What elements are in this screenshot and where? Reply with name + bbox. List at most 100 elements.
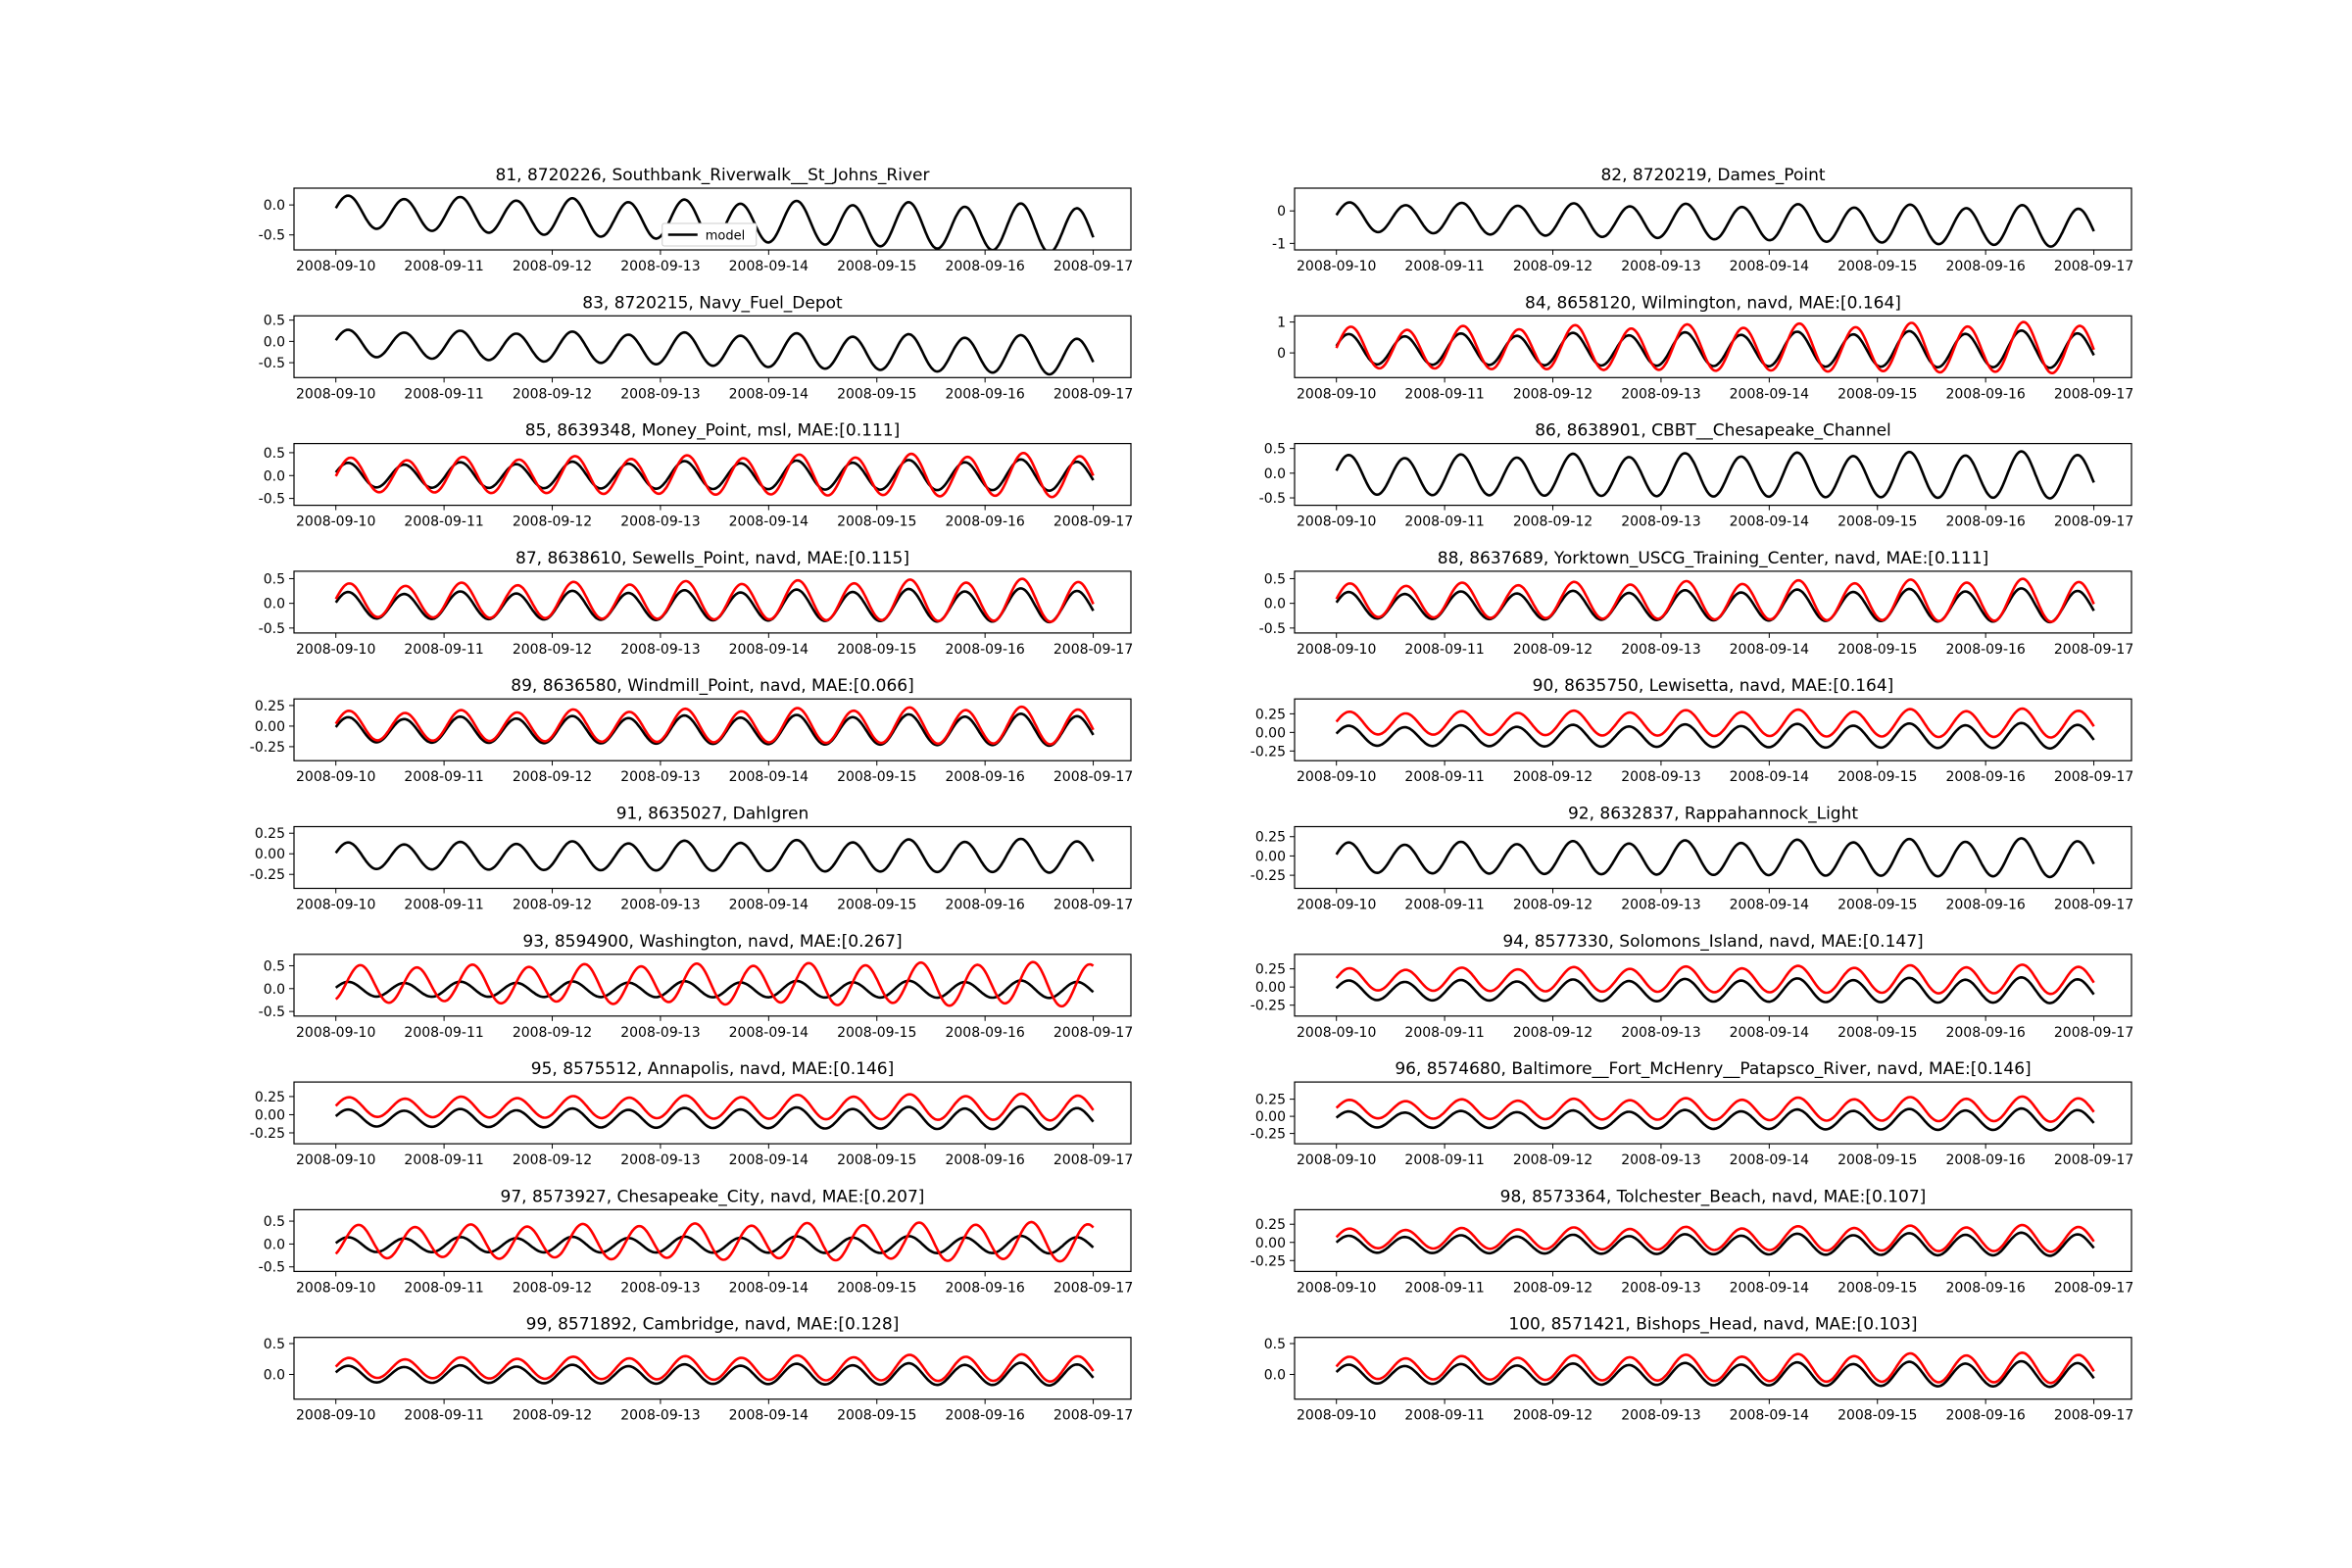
x-tick-label: 2008-09-10 bbox=[296, 898, 375, 913]
legend-label: model bbox=[706, 229, 745, 244]
x-tick-label: 2008-09-13 bbox=[1621, 259, 1700, 274]
subplot-title: 88, 8637689, Yorktown_USCG_Training_Cent… bbox=[1438, 549, 1989, 568]
series-line-model bbox=[334, 458, 1095, 493]
x-tick-label: 2008-09-15 bbox=[1838, 1025, 1917, 1041]
x-tick-label: 2008-09-16 bbox=[945, 1152, 1024, 1168]
x-tick-label: 2008-09-12 bbox=[513, 259, 592, 274]
x-tick-label: 2008-09-13 bbox=[1621, 1152, 1700, 1168]
subplot-title: 94, 8577330, Solomons_Island, navd, MAE:… bbox=[1502, 932, 1923, 952]
axes-frame bbox=[1294, 1081, 2132, 1145]
y-tick-label: -0.5 bbox=[1259, 491, 1286, 507]
x-tick-label: 2008-09-15 bbox=[837, 1025, 916, 1041]
subplot-title: 81, 8720226, Southbank_Riverwalk__St_Joh… bbox=[496, 166, 930, 185]
x-tick-label: 2008-09-12 bbox=[1513, 1408, 1592, 1424]
x-tick-label: 2008-09-10 bbox=[1297, 898, 1376, 913]
series-line-observation bbox=[334, 451, 1095, 499]
y-tick-label: 0.5 bbox=[264, 571, 285, 587]
x-tick-label: 2008-09-13 bbox=[620, 1408, 700, 1424]
x-tick-label: 2008-09-14 bbox=[1730, 259, 1809, 274]
y-tick-label: -0.5 bbox=[1259, 621, 1286, 637]
x-tick-label: 2008-09-11 bbox=[404, 259, 483, 274]
axes-frame bbox=[293, 315, 1132, 378]
subplot-10: 90, 8635750, Lewisetta, navd, MAE:[0.164… bbox=[1250, 676, 2133, 785]
x-tick-label: 2008-09-10 bbox=[1297, 1152, 1376, 1168]
subplot-title: 86, 8638901, CBBT__Chesapeake_Channel bbox=[1535, 421, 1891, 441]
x-tick-label: 2008-09-10 bbox=[296, 1152, 375, 1168]
series-line-observation bbox=[1335, 1223, 2095, 1253]
subplot-11: 91, 8635027, Dahlgren 0.25 0.00 -0.25 2008-0… bbox=[250, 805, 1133, 913]
series-line-observation bbox=[334, 1092, 1095, 1122]
subplot-14: 94, 8577330, Solomons_Island, navd, MAE:… bbox=[1250, 932, 2133, 1041]
x-tick-label: 2008-09-15 bbox=[1838, 386, 1917, 402]
y-tick-label: 0.0 bbox=[264, 1237, 285, 1252]
x-tick-label: 2008-09-11 bbox=[1404, 642, 1484, 658]
subplot-title: 97, 8573927, Chesapeake_City, navd, MAE:… bbox=[501, 1187, 925, 1206]
x-tick-label: 2008-09-15 bbox=[1838, 769, 1917, 785]
x-tick-label: 2008-09-10 bbox=[296, 1280, 375, 1296]
x-tick-label: 2008-09-11 bbox=[404, 514, 483, 530]
x-tick-label: 2008-09-12 bbox=[513, 898, 592, 913]
x-tick-label: 2008-09-13 bbox=[1621, 514, 1700, 530]
y-tick-label: 0 bbox=[1277, 346, 1286, 362]
x-tick-label: 2008-09-10 bbox=[296, 1408, 375, 1424]
series-line-model bbox=[1335, 1231, 2095, 1257]
axes-frame bbox=[1294, 187, 2132, 251]
x-tick-label: 2008-09-16 bbox=[945, 386, 1024, 402]
subplot-title: 87, 8638610, Sewells_Point, navd, MAE:[0… bbox=[515, 549, 909, 568]
x-tick-label: 2008-09-13 bbox=[620, 1280, 700, 1296]
subplot-4: 84, 8658120, Wilmington, navd, MAE:[0.16… bbox=[1277, 293, 2133, 402]
x-tick-label: 2008-09-11 bbox=[1404, 1025, 1484, 1041]
subplot-15: 95, 8575512, Annapolis, navd, MAE:[0.146… bbox=[250, 1059, 1133, 1168]
x-tick-label: 2008-09-10 bbox=[1297, 1408, 1376, 1424]
series-line-model bbox=[1335, 837, 2095, 879]
y-tick-label: -0.5 bbox=[259, 1260, 285, 1276]
x-tick-label: 2008-09-17 bbox=[2054, 259, 2133, 274]
x-tick-label: 2008-09-12 bbox=[1513, 386, 1592, 402]
series-line-model bbox=[334, 711, 1095, 748]
y-tick-label: 0.5 bbox=[264, 1337, 285, 1352]
axes-frame bbox=[1294, 570, 2132, 634]
axes-frame bbox=[1294, 1337, 2132, 1400]
x-tick-label: 2008-09-11 bbox=[1404, 1152, 1484, 1168]
series-line-model bbox=[1335, 721, 2095, 751]
y-tick-label: 0.0 bbox=[264, 982, 285, 998]
x-tick-label: 2008-09-16 bbox=[945, 1025, 1024, 1041]
subplot-20: 100, 8571421, Bishops_Head, navd, MAE:[0… bbox=[1264, 1315, 2134, 1424]
y-tick-label: -0.25 bbox=[1250, 1127, 1286, 1143]
x-tick-label: 2008-09-14 bbox=[729, 514, 808, 530]
subplot-title: 96, 8574680, Baltimore__Fort_McHenry__Pa… bbox=[1395, 1059, 2031, 1079]
series-line-model bbox=[1335, 975, 2095, 1004]
axes-frame bbox=[1294, 1208, 2132, 1273]
x-tick-label: 2008-09-16 bbox=[1945, 769, 2025, 785]
x-tick-label: 2008-09-17 bbox=[1054, 769, 1133, 785]
y-tick-label: -0.25 bbox=[1250, 868, 1286, 884]
x-tick-label: 2008-09-17 bbox=[1054, 386, 1133, 402]
x-tick-label: 2008-09-11 bbox=[1404, 1408, 1484, 1424]
x-tick-label: 2008-09-12 bbox=[1513, 1025, 1592, 1041]
y-tick-label: -0.25 bbox=[1250, 999, 1286, 1014]
x-tick-label: 2008-09-14 bbox=[729, 642, 808, 658]
x-tick-label: 2008-09-13 bbox=[1621, 769, 1700, 785]
y-tick-label: 0.5 bbox=[1264, 442, 1286, 458]
x-tick-label: 2008-09-14 bbox=[1730, 386, 1809, 402]
axes-frame bbox=[1294, 443, 2132, 507]
subplot-19: 99, 8571892, Cambridge, navd, MAE:[0.128… bbox=[264, 1315, 1134, 1424]
x-tick-label: 2008-09-16 bbox=[945, 259, 1024, 274]
subplot-title: 95, 8575512, Annapolis, navd, MAE:[0.146… bbox=[531, 1059, 894, 1079]
y-tick-label: -0.5 bbox=[259, 228, 285, 244]
subplot-8: 88, 8637689, Yorktown_USCG_Training_Cent… bbox=[1259, 549, 2134, 658]
series-line-observation bbox=[1335, 1350, 2095, 1385]
x-tick-label: 2008-09-11 bbox=[404, 1280, 483, 1296]
x-tick-label: 2008-09-13 bbox=[620, 642, 700, 658]
x-tick-label: 2008-09-17 bbox=[2054, 642, 2133, 658]
x-tick-label: 2008-09-15 bbox=[837, 514, 916, 530]
y-tick-label: 0.00 bbox=[255, 1107, 285, 1123]
y-tick-label: 0.0 bbox=[264, 334, 285, 350]
series-line-observation bbox=[1335, 1095, 2095, 1123]
x-tick-label: 2008-09-11 bbox=[1404, 1280, 1484, 1296]
x-tick-label: 2008-09-10 bbox=[1297, 514, 1376, 530]
x-tick-label: 2008-09-12 bbox=[513, 1025, 592, 1041]
x-tick-label: 2008-09-16 bbox=[1945, 898, 2025, 913]
x-tick-label: 2008-09-12 bbox=[1513, 259, 1592, 274]
series-line-observation bbox=[1335, 577, 2095, 623]
